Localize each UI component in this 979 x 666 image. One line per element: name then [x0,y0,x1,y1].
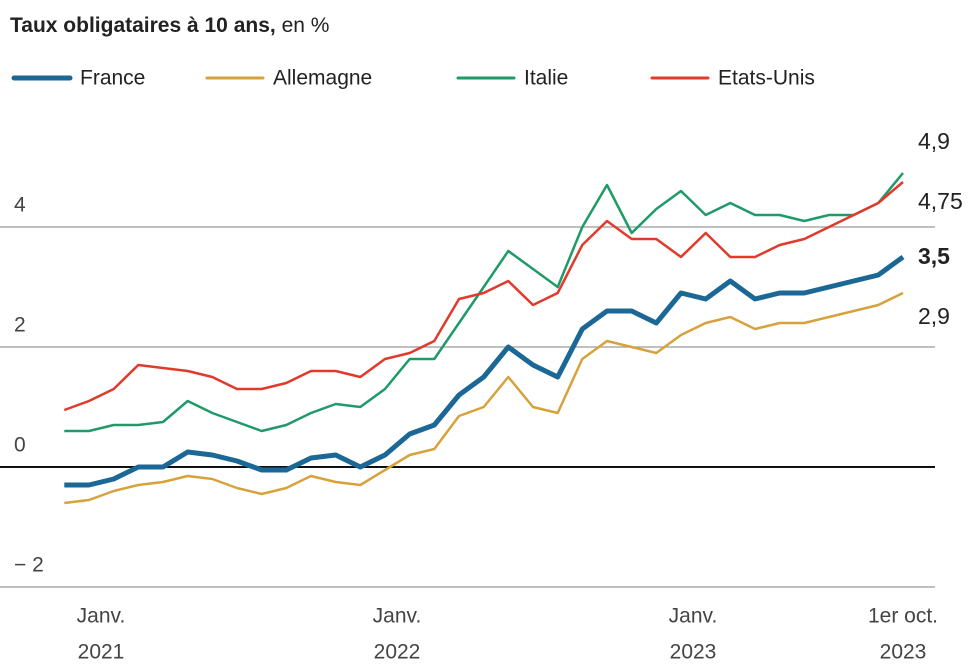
end-value-label: 2,9 [918,303,950,329]
legend-label: Italie [524,67,568,90]
legend-label: France [80,67,145,90]
x-tick-label: Janv. [77,605,126,628]
x-tick-label: Janv. [669,605,718,628]
x-tick-label: 1er oct. [868,605,938,628]
end-value-label: 4,75 [918,188,963,214]
x-tick-label: Janv. [373,605,422,628]
series-line [64,172,904,433]
x-tick-label: 2022 [374,641,421,664]
subtitle: en % [282,14,330,37]
end-value-label: 3,5 [918,243,950,269]
x-tick-label: 2023 [670,641,717,664]
y-tick-label: − 2 [14,554,44,577]
y-tick-label: 2 [14,314,26,337]
series-line [63,181,904,412]
x-tick-label: 2023 [880,641,927,664]
title: Taux obligataires à 10 ans, [10,14,276,37]
legend: France Allemagne Italie Etats-Unis [11,67,815,90]
end-value-label: 4,9 [918,128,950,154]
y-tick-label: 0 [14,434,26,457]
chart-title: Taux obligataires à 10 ans, en % [10,14,329,37]
y-tick-label: 4 [14,194,26,217]
legend-label: Allemagne [273,67,372,90]
series-line [64,291,904,505]
legend-label: Etats-Unis [718,67,815,90]
x-tick-label: 2021 [78,641,125,664]
series-line [64,254,905,488]
